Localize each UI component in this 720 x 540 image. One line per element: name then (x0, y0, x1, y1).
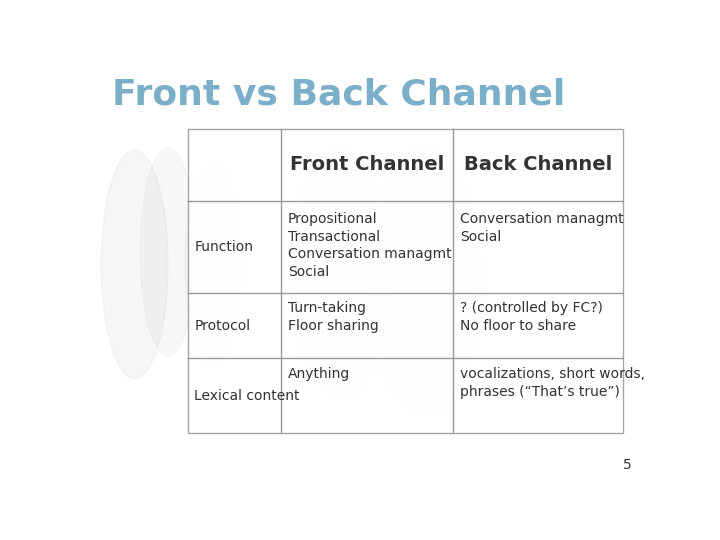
Text: Anything: Anything (288, 367, 350, 381)
Ellipse shape (140, 148, 196, 356)
Text: Function: Function (194, 240, 253, 254)
Text: ? (controlled by FC?)
No floor to share: ? (controlled by FC?) No floor to share (460, 301, 603, 333)
Text: vocalizations, short words,
phrases (“That’s true”): vocalizations, short words, phrases (“Th… (460, 367, 645, 399)
Text: Turn-taking
Floor sharing: Turn-taking Floor sharing (288, 301, 379, 333)
Text: Front Channel: Front Channel (290, 156, 444, 174)
Text: Propositional
Transactional
Conversation managmt
Social: Propositional Transactional Conversation… (288, 212, 451, 279)
Ellipse shape (369, 146, 481, 416)
Text: Protocol: Protocol (194, 319, 251, 333)
Bar (188, 129, 623, 433)
Text: Front vs Back Channel: Front vs Back Channel (112, 77, 566, 111)
Ellipse shape (291, 148, 392, 397)
Ellipse shape (101, 150, 168, 379)
Text: Conversation managmt
Social: Conversation managmt Social (460, 212, 624, 244)
Text: 5: 5 (623, 458, 631, 472)
Text: Lexical content: Lexical content (194, 389, 300, 403)
Text: Back Channel: Back Channel (464, 156, 612, 174)
Ellipse shape (185, 165, 240, 364)
